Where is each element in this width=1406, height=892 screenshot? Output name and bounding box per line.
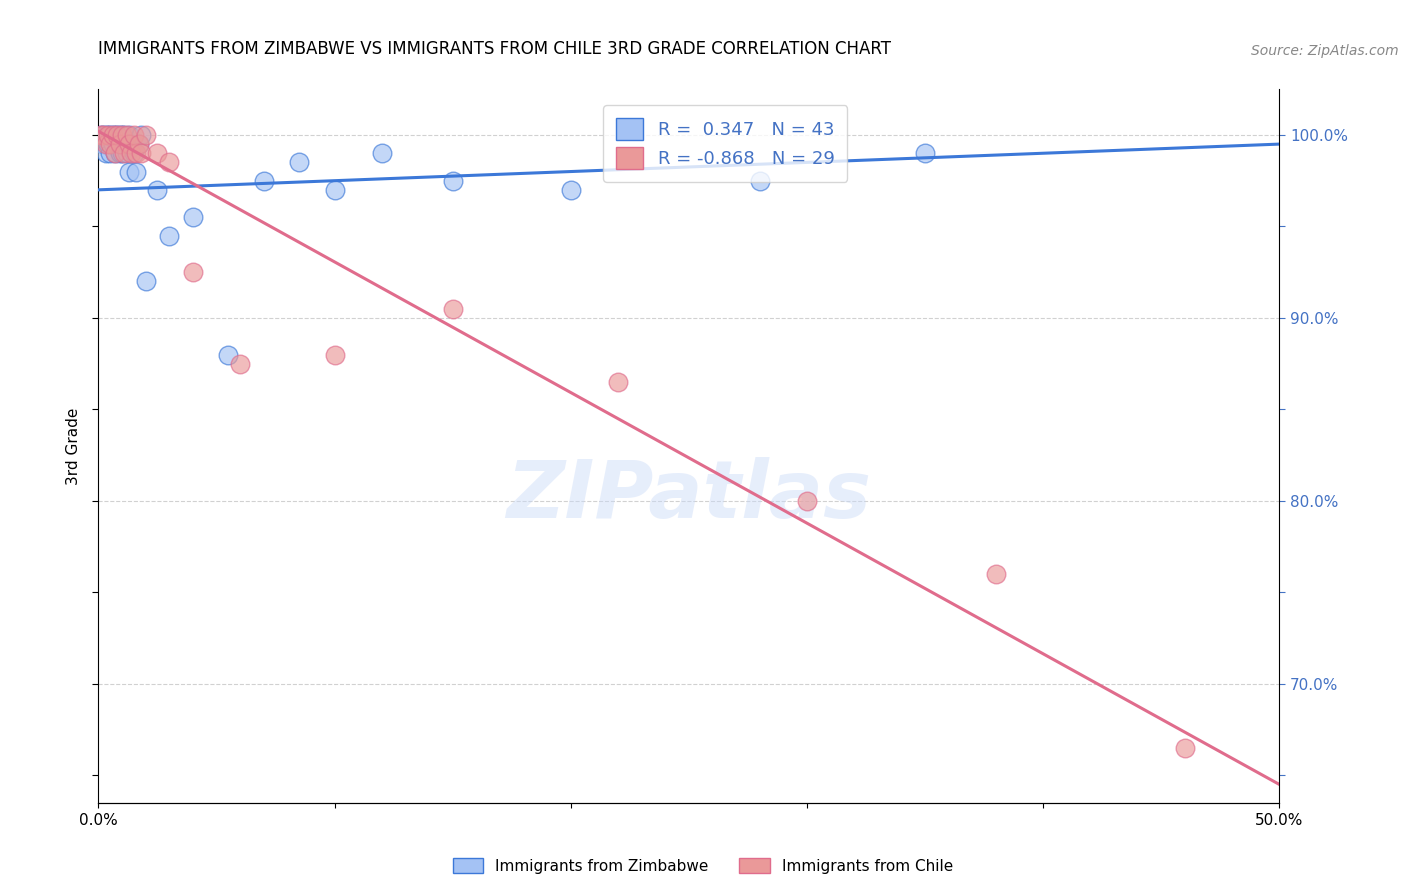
Point [97,128,120,142]
Point [115,146,138,161]
Point [97,128,120,142]
Point [91,128,114,142]
Point [104,146,127,161]
Point [90,128,112,142]
Point [112,128,135,142]
Point [108,128,131,142]
Point [94,128,117,142]
Point [796,494,818,508]
Point [122,146,145,161]
Point [984,567,1007,582]
Point [90,128,112,142]
Point [371,146,394,161]
Point [98,137,121,152]
Point [914,146,936,161]
Point [118,164,141,178]
Text: IMMIGRANTS FROM ZIMBABWE VS IMMIGRANTS FROM CHILE 3RD GRADE CORRELATION CHART: IMMIGRANTS FROM ZIMBABWE VS IMMIGRANTS F… [98,40,891,58]
Point [181,265,204,279]
Point [98,128,121,142]
Point [323,183,346,197]
Point [129,128,152,142]
Point [121,137,143,152]
Point [607,375,630,389]
Point [157,155,180,169]
Point [91,128,114,142]
Point [108,137,131,152]
Point [108,146,131,161]
Point [122,128,145,142]
Point [101,137,124,152]
Legend: R =  0.347   N = 43, R = -0.868   N = 29: R = 0.347 N = 43, R = -0.868 N = 29 [603,105,848,182]
Point [101,128,124,142]
Point [441,301,464,316]
Point [323,347,346,361]
Point [97,137,120,152]
Point [111,128,134,142]
Point [229,357,252,371]
Point [115,137,138,152]
Point [101,128,124,142]
Point [94,146,117,161]
Point [125,146,148,161]
Point [128,137,150,152]
Point [105,137,128,152]
Point [111,146,134,161]
Point [112,137,135,152]
Point [135,128,157,142]
Point [91,137,114,152]
Point [118,137,141,152]
Point [94,137,117,152]
Point [135,274,157,288]
Point [105,128,128,142]
Point [253,174,276,188]
Point [104,128,127,142]
Legend: Immigrants from Zimbabwe, Immigrants from Chile: Immigrants from Zimbabwe, Immigrants fro… [447,852,959,880]
Point [125,164,148,178]
Point [157,228,180,243]
Point [105,128,128,142]
Text: Source: ZipAtlas.com: Source: ZipAtlas.com [1251,44,1399,58]
Point [748,174,770,188]
Point [111,128,134,142]
Text: ZIPatlas: ZIPatlas [506,457,872,535]
Point [121,146,143,161]
Point [217,347,239,361]
Point [146,146,169,161]
Point [115,128,138,142]
Point [181,211,204,225]
Point [288,155,311,169]
Point [441,174,464,188]
Point [146,183,169,197]
Point [104,146,127,161]
Point [118,128,141,142]
Point [98,146,121,161]
Point [560,183,582,197]
Y-axis label: 3rd Grade: 3rd Grade [66,408,82,484]
Point [112,146,135,161]
Point [128,137,150,152]
Point [1174,740,1197,755]
Point [129,146,152,161]
